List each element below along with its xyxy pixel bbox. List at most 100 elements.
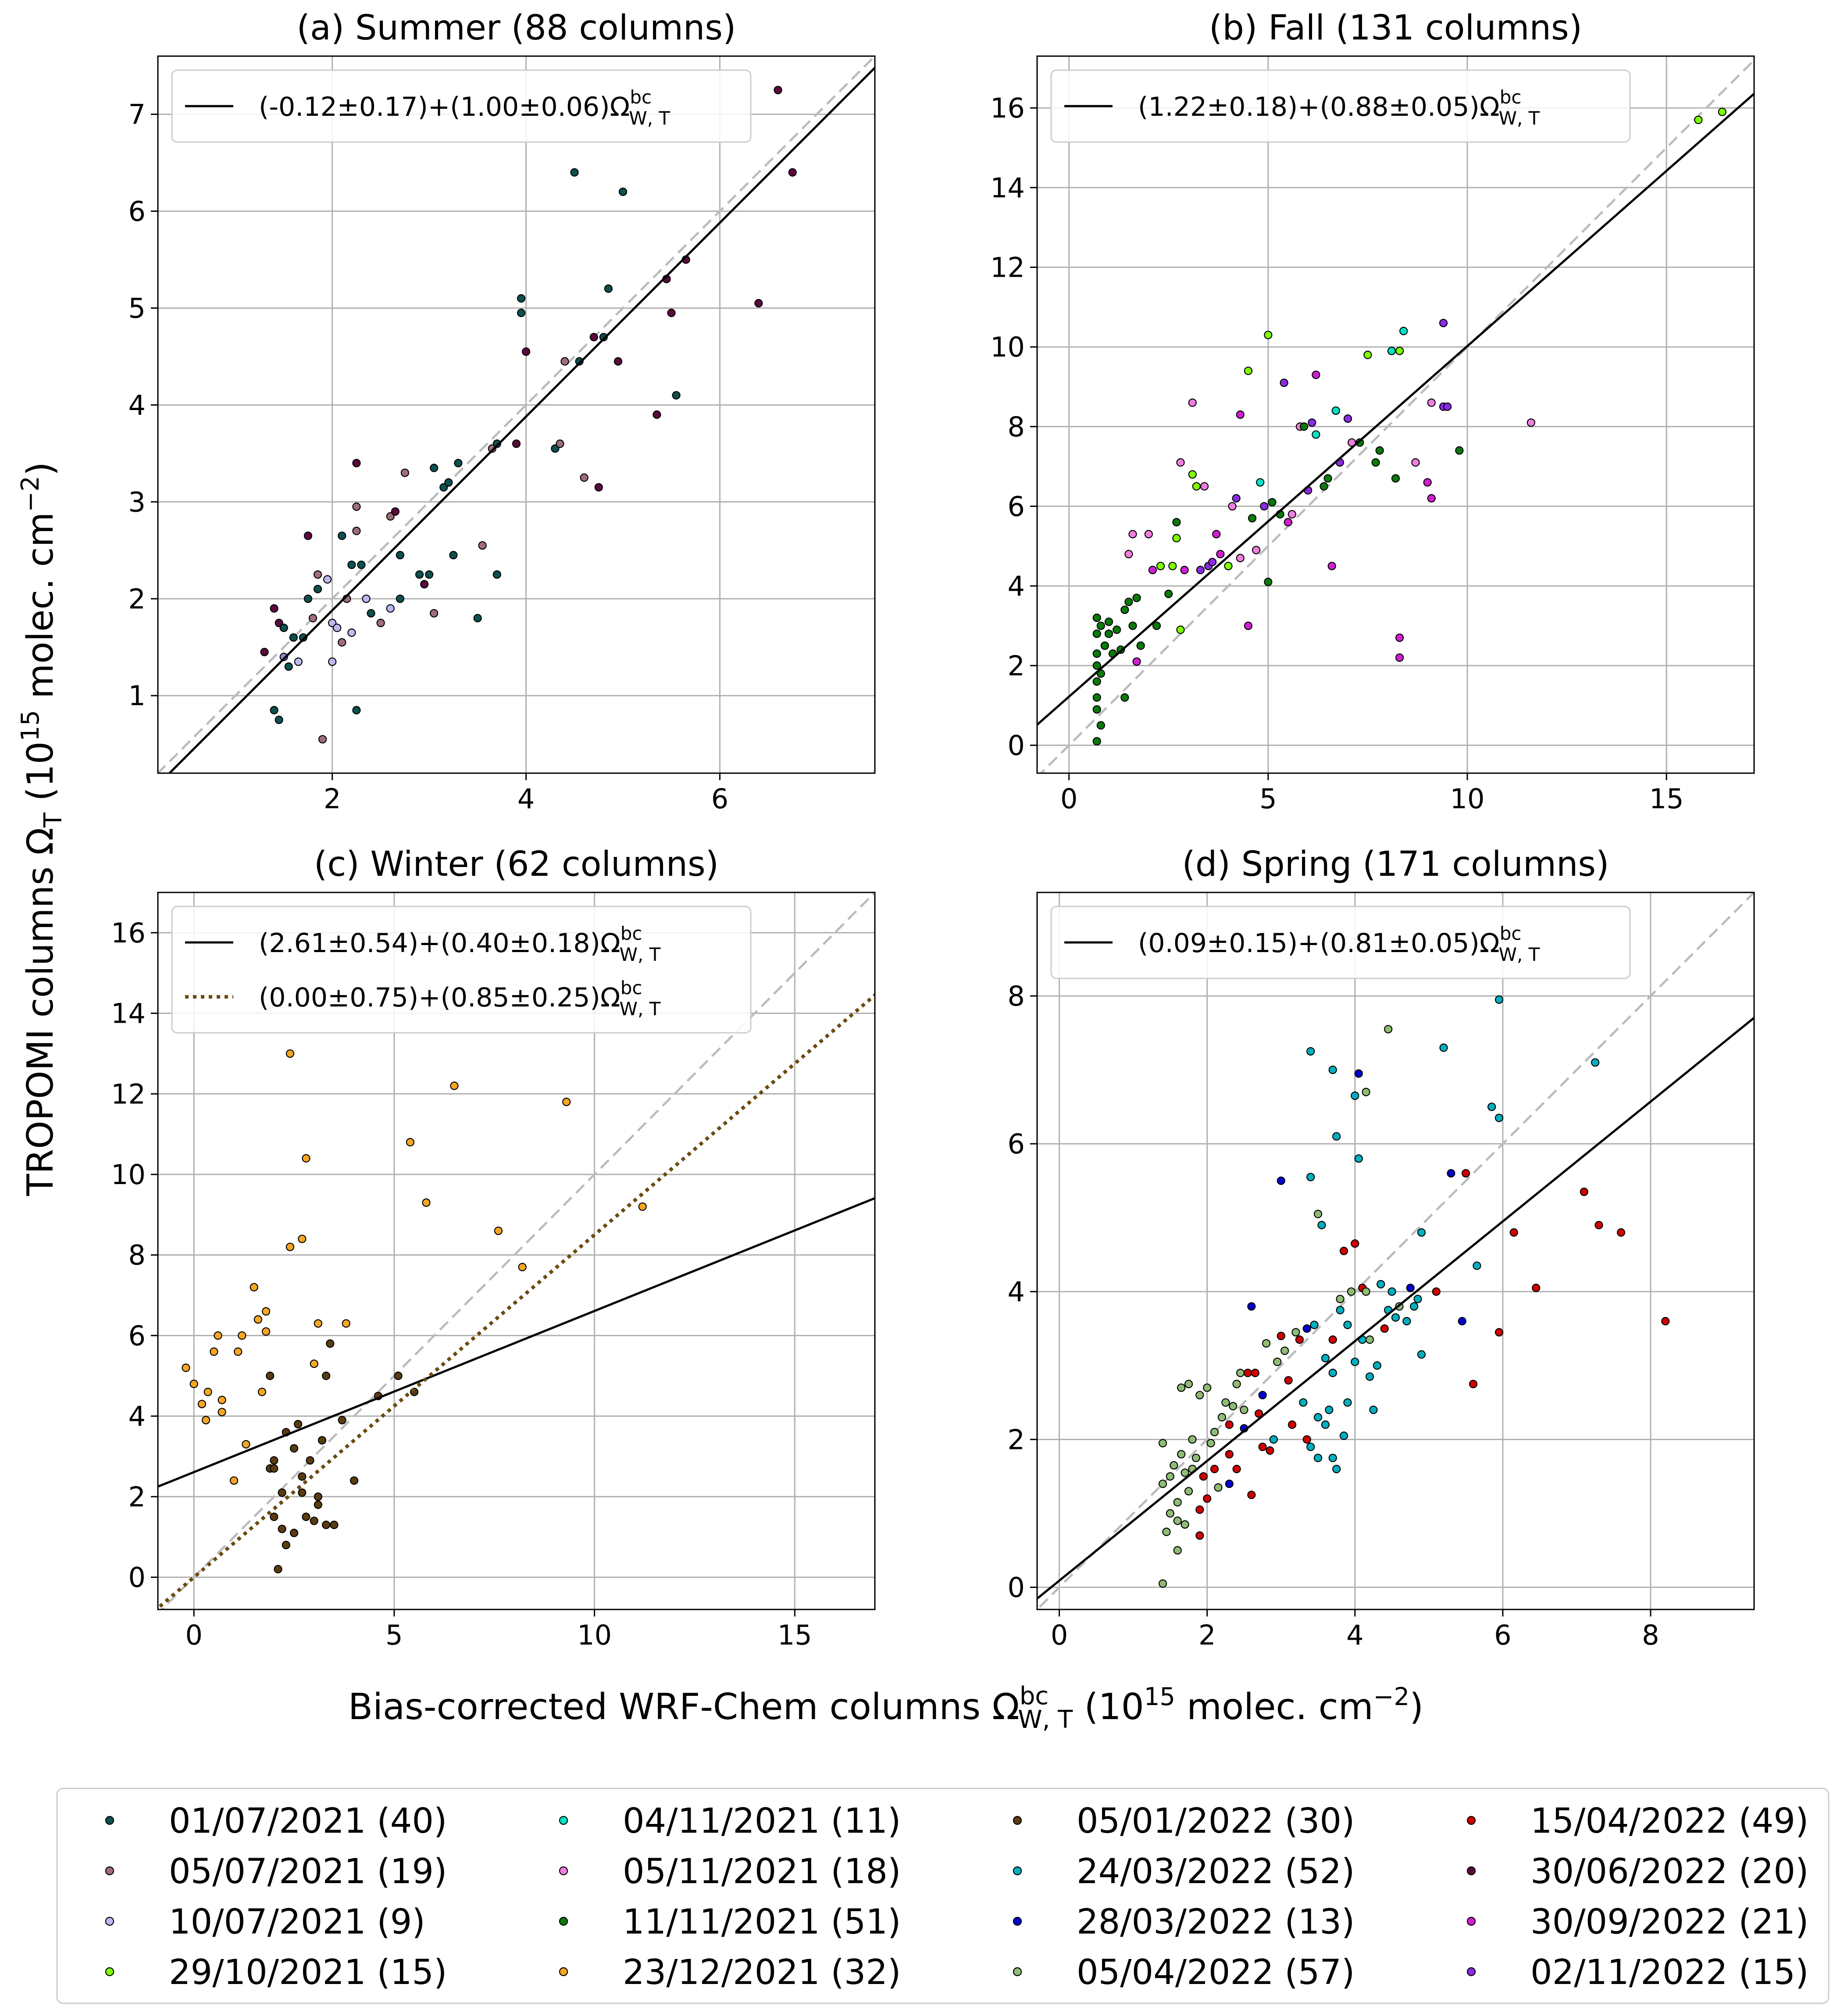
plot-area-a <box>158 56 875 773</box>
axes-frame-d <box>1036 892 1755 1610</box>
point-b-47 <box>1228 502 1237 511</box>
point-c-1 <box>189 1380 198 1388</box>
point-a-32 <box>367 609 375 618</box>
point-c-12 <box>242 1440 250 1449</box>
point-b-97 <box>1718 107 1726 116</box>
legend-label: 04/11/2021 (11) <box>623 1802 901 1841</box>
point-a-28 <box>352 459 361 467</box>
point-a-48 <box>454 459 463 467</box>
point-d-39 <box>1240 1406 1248 1414</box>
point-b-59 <box>1268 498 1277 507</box>
point-d-73 <box>1328 1335 1337 1344</box>
point-d-23 <box>1203 1494 1212 1503</box>
point-a-1 <box>270 604 278 613</box>
point-c-29 <box>285 1049 295 1058</box>
point-c-7 <box>218 1408 226 1417</box>
legend-marker <box>559 1816 568 1825</box>
legend-entry: 23/12/2021 (32) <box>559 1953 901 1992</box>
point-d-11 <box>1177 1450 1186 1459</box>
point-a-67 <box>604 284 613 293</box>
x-axis-title: Bias-corrected WRF-Chem columns Ωbc W, T … <box>348 1682 1423 1734</box>
point-d-15 <box>1184 1380 1193 1388</box>
y-tick-label-c-1: 2 <box>128 1481 146 1513</box>
y-tick-label-c-6: 12 <box>111 1078 146 1110</box>
legend-label: 30/09/2022 (21) <box>1530 1902 1808 1942</box>
axes-frame-b <box>1036 55 1755 774</box>
point-a-29 <box>352 706 361 714</box>
point-b-85 <box>1395 346 1404 355</box>
point-d-128 <box>1661 1317 1670 1326</box>
point-c-11 <box>238 1331 246 1340</box>
point-a-34 <box>386 512 395 521</box>
point-b-88 <box>1423 478 1432 487</box>
point-b-77 <box>1355 438 1364 447</box>
point-d-50 <box>1273 1357 1282 1366</box>
point-d-100 <box>1384 1025 1393 1034</box>
point-a-57 <box>517 308 526 318</box>
point-c-37 <box>302 1154 310 1163</box>
point-d-6 <box>1170 1461 1178 1470</box>
point-d-117 <box>1473 1261 1481 1270</box>
legend-entry: 05/04/2022 (57) <box>1013 1953 1355 1992</box>
point-a-13 <box>308 614 317 623</box>
x-tick-label-b-3: 15 <box>1649 783 1684 815</box>
x-tick-label-c-2: 10 <box>577 1619 612 1651</box>
point-c-39 <box>310 1516 318 1525</box>
point-a-75 <box>754 299 763 308</box>
y-tick-label-b-5: 10 <box>990 331 1025 363</box>
panel-c: 0 5 10 15 0 2 4 6 8 10 12 14 16 (c) Winter (62 column… <box>111 845 876 1651</box>
point-b-61 <box>1280 378 1288 387</box>
point-d-31 <box>1225 1450 1234 1459</box>
legend-marker <box>559 1967 568 1977</box>
point-d-80 <box>1339 1246 1348 1256</box>
legend-marker <box>1466 1916 1476 1926</box>
panel-title-d: (d) Spring (171 columns) <box>1182 845 1609 884</box>
legend-entry: 15/04/2022 (49) <box>1466 1802 1808 1841</box>
point-b-25 <box>1132 657 1141 666</box>
point-b-35 <box>1176 625 1185 634</box>
point-b-39 <box>1192 482 1201 491</box>
point-c-4 <box>203 1388 212 1396</box>
point-d-111 <box>1432 1287 1441 1296</box>
point-c-49 <box>338 1416 346 1424</box>
x-tick-label-b-2: 10 <box>1450 783 1485 815</box>
point-b-62 <box>1284 518 1292 527</box>
point-d-108 <box>1413 1295 1422 1303</box>
y-tick-label-d-4: 8 <box>1008 980 1025 1012</box>
point-d-86 <box>1351 1091 1359 1100</box>
point-a-76 <box>774 86 782 94</box>
point-a-17 <box>323 575 332 584</box>
point-a-22 <box>338 638 346 647</box>
point-d-46 <box>1258 1391 1267 1399</box>
identity-line-b <box>1039 58 1754 773</box>
bottom-legend-frame <box>56 1788 1830 2004</box>
point-b-83 <box>1395 633 1404 642</box>
point-d-28 <box>1214 1483 1223 1492</box>
point-d-126 <box>1594 1220 1603 1230</box>
point-a-46 <box>444 478 453 487</box>
point-d-120 <box>1494 995 1504 1004</box>
point-d-34 <box>1229 1402 1238 1411</box>
x-tick-label-d-3: 6 <box>1494 1619 1511 1651</box>
point-b-54 <box>1252 546 1261 554</box>
legend-marker <box>105 1816 114 1825</box>
point-d-4 <box>1166 1509 1175 1518</box>
point-a-54 <box>512 439 521 448</box>
point-b-41 <box>1200 482 1209 491</box>
point-c-3 <box>202 1416 210 1424</box>
fit-line-c-1 <box>158 992 875 1609</box>
point-c-15 <box>257 1388 267 1396</box>
point-d-122 <box>1509 1228 1518 1237</box>
legend-marker <box>105 1967 114 1977</box>
x-tick-label-c-3: 15 <box>778 1619 812 1651</box>
y-tick-label-c-8: 16 <box>111 917 146 949</box>
point-d-114 <box>1458 1317 1466 1326</box>
point-c-9 <box>229 1476 239 1485</box>
point-b-28 <box>1152 621 1161 630</box>
y-tick-label-c-4: 8 <box>128 1239 146 1271</box>
plot-area-c <box>158 892 875 1609</box>
point-c-31 <box>289 1444 299 1453</box>
point-d-110 <box>1417 1228 1426 1237</box>
point-c-10 <box>234 1347 243 1356</box>
point-a-30 <box>357 560 366 569</box>
